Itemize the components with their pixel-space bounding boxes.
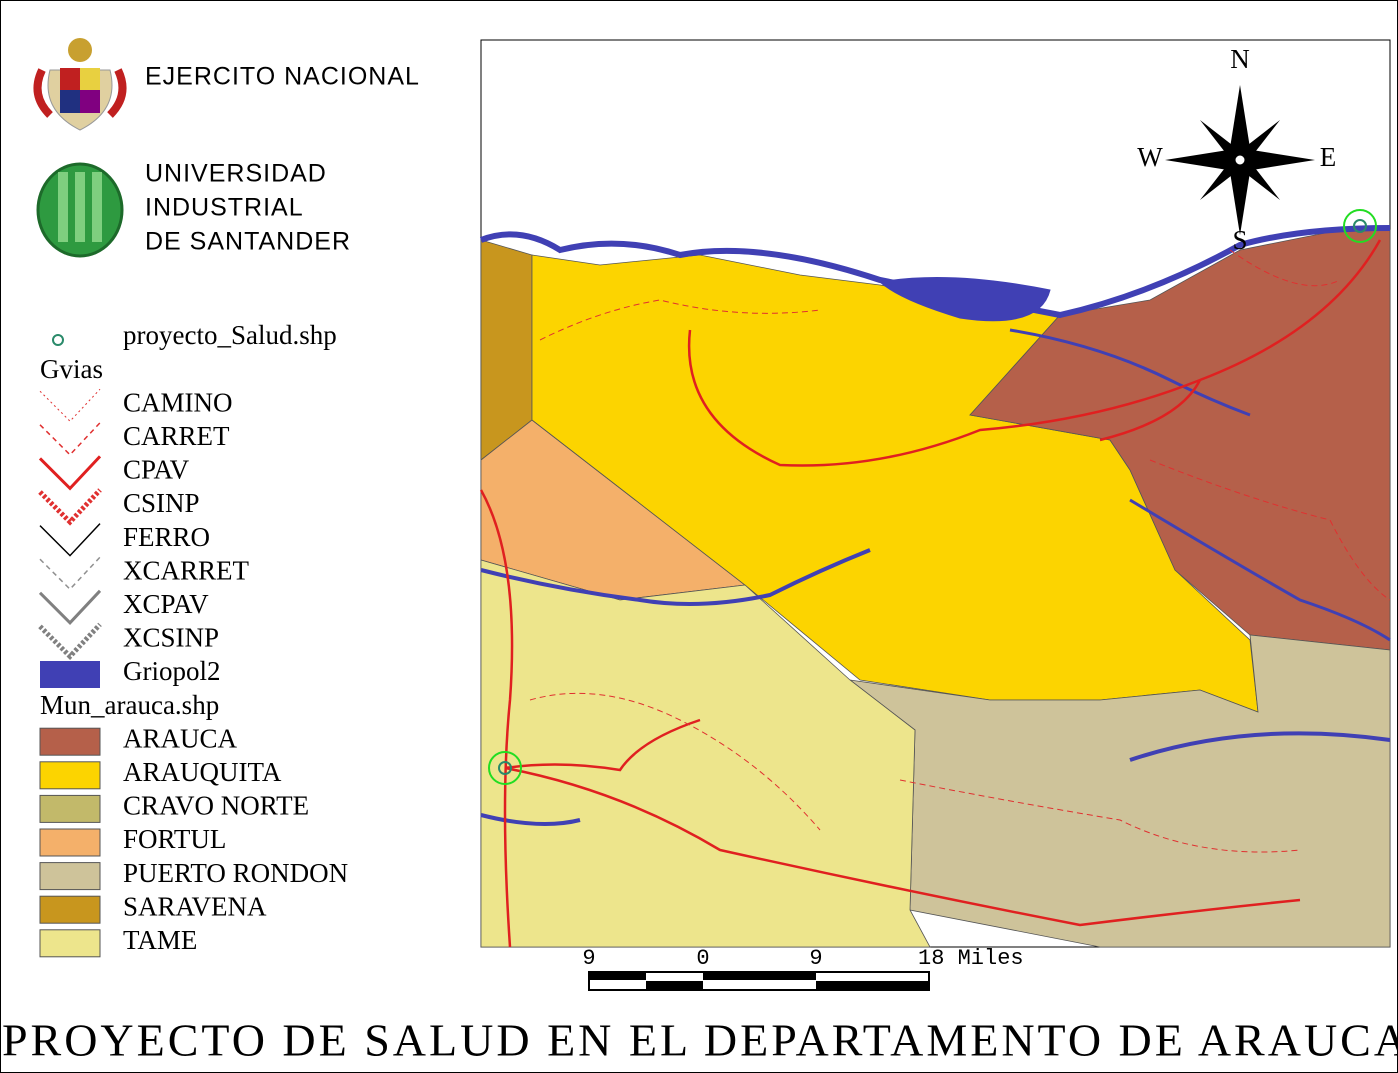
university-line: DE SANTANDER xyxy=(145,228,351,256)
legend-municipality-label: SARAVENA xyxy=(123,891,267,921)
legend-municipality-label: ARAUQUITA xyxy=(123,757,282,787)
scale-bar xyxy=(589,972,929,990)
compass-west: W xyxy=(1137,142,1163,172)
legend-road-label: FERRO xyxy=(123,522,210,552)
legend-municipality-swatch xyxy=(40,896,100,923)
legend-road-label: XCARRET xyxy=(123,555,250,585)
legend-municipality-swatch xyxy=(40,863,100,890)
legend-municipality-label: ARAUCA xyxy=(123,723,238,753)
university-line: UNIVERSIDAD xyxy=(145,160,327,188)
legend-municipality-label: FORTUL xyxy=(123,824,226,854)
scale-label: 0 xyxy=(696,946,709,971)
university-line: INDUSTRIAL xyxy=(145,194,304,222)
compass-north: N xyxy=(1230,44,1250,74)
legend-municipality-swatch xyxy=(40,829,100,856)
compass-south: S xyxy=(1232,225,1247,255)
legend-road-label: CPAV xyxy=(123,455,190,485)
map-title: PROYECTO DE SALUD EN EL DEPARTAMENTO DE … xyxy=(2,1015,1398,1066)
army-name: EJERCITO NACIONAL xyxy=(145,63,420,91)
legend-road-label: XCPAV xyxy=(123,589,209,619)
map-layout: EJERCITO NACIONAL UNIVERSIDAD INDUSTRIAL… xyxy=(0,0,1398,1073)
legend-municipality-label: TAME xyxy=(123,925,197,955)
legend-municipality-swatch xyxy=(40,762,100,789)
body: EJERCITO NACIONAL UNIVERSIDAD INDUSTRIAL… xyxy=(0,0,1398,1073)
legend-municipality-swatch xyxy=(40,795,100,822)
legend-road-label: CAMINO xyxy=(123,387,233,417)
legend-layer-label: Griopol2 xyxy=(123,656,221,686)
legend-municipality-label: CRAVO NORTE xyxy=(123,791,309,821)
legend-layer-label: Gvias xyxy=(40,354,103,384)
legend-road-label: CSINP xyxy=(123,488,200,518)
scale-label: 9 xyxy=(582,946,595,971)
scale-label: 18 Miles xyxy=(918,946,1024,971)
legend-road-label: XCSINP xyxy=(123,623,219,653)
legend-municipality-label: PUERTO RONDON xyxy=(123,858,348,888)
legend-municipality-swatch xyxy=(40,930,100,957)
legend-road-label: CARRET xyxy=(123,421,230,451)
legend-layer-label: proyecto_Salud.shp xyxy=(123,320,337,350)
scale-label: 9 xyxy=(809,946,822,971)
university-logo xyxy=(38,164,122,256)
compass-east: E xyxy=(1320,142,1337,172)
page: Proyecto de Salud - Arauca {"header": {"… xyxy=(0,0,1398,1073)
legend-municipality-swatch xyxy=(40,728,100,755)
legend-river-swatch xyxy=(40,661,100,688)
legend-layer-label: Mun_arauca.shp xyxy=(40,690,219,720)
